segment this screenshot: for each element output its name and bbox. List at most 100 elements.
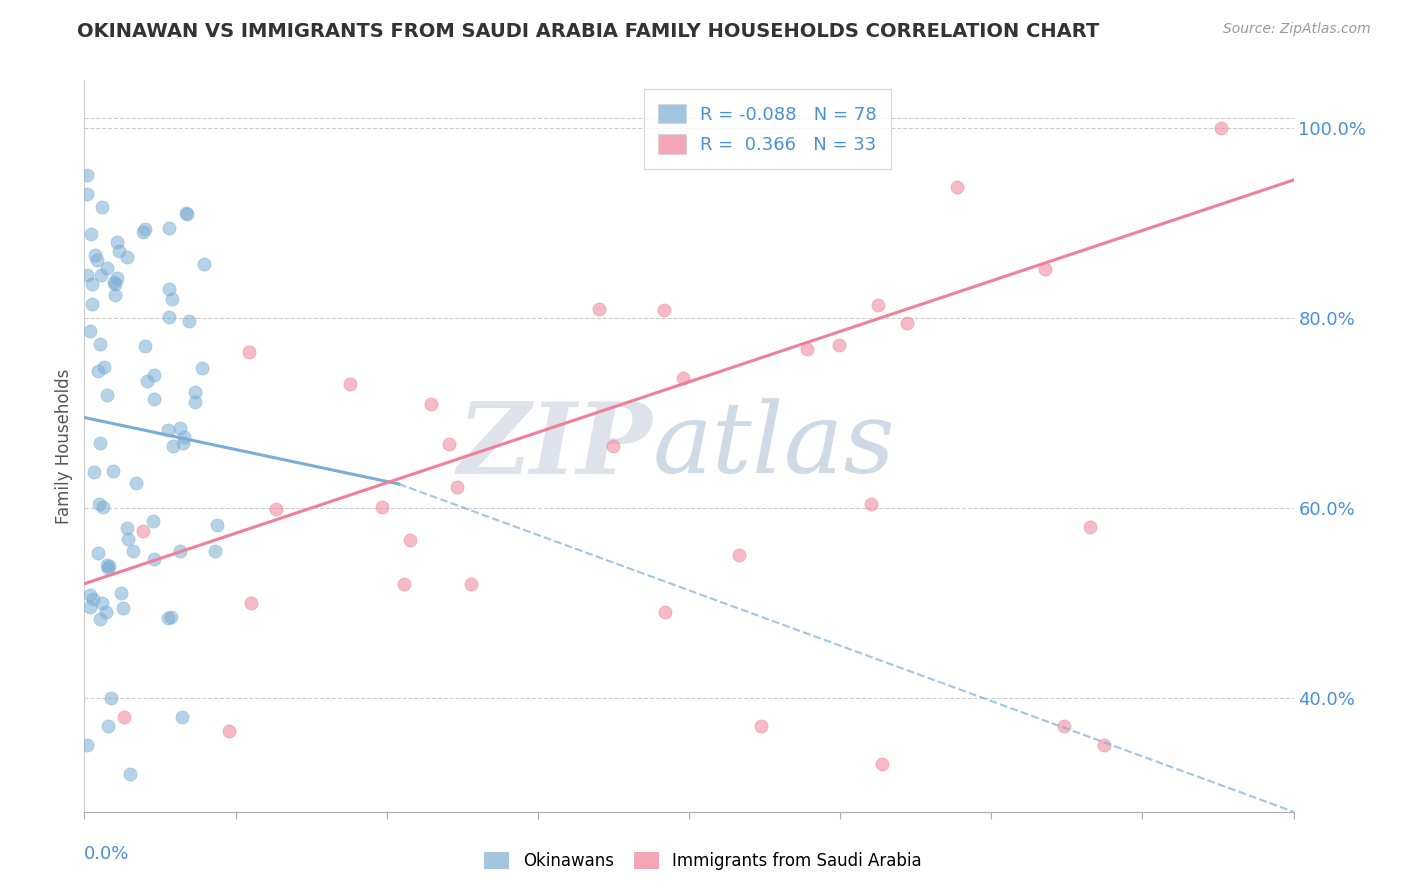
Point — [602, 439, 624, 453]
Point — [1080, 520, 1102, 534]
Point — [142, 552, 165, 566]
Legend: Okinawans, Immigrants from Saudi Arabia: Okinawans, Immigrants from Saudi Arabia — [478, 845, 928, 877]
Point — [125, 476, 148, 491]
Point — [83, 466, 105, 480]
Point — [446, 480, 468, 494]
Point — [339, 377, 361, 392]
Point — [89, 436, 111, 450]
Point — [100, 690, 122, 705]
Point — [90, 268, 112, 282]
Point — [205, 518, 228, 533]
Point — [371, 500, 394, 515]
Text: 0.0%: 0.0% — [84, 845, 129, 863]
Point — [105, 235, 128, 249]
Point — [872, 757, 894, 772]
Point — [946, 180, 969, 194]
Point — [796, 342, 818, 356]
Point — [588, 302, 610, 317]
Point — [142, 368, 165, 382]
Point — [191, 360, 214, 375]
Point — [82, 591, 104, 606]
Point — [172, 436, 194, 450]
Point — [169, 544, 191, 558]
Point — [240, 596, 263, 610]
Point — [76, 738, 98, 752]
Point — [671, 370, 693, 384]
Text: OKINAWAN VS IMMIGRANTS FROM SAUDI ARABIA FAMILY HOUSEHOLDS CORRELATION CHART: OKINAWAN VS IMMIGRANTS FROM SAUDI ARABIA… — [77, 22, 1099, 41]
Point — [174, 206, 197, 220]
Point — [135, 375, 157, 389]
Point — [87, 364, 110, 378]
Point — [89, 336, 111, 351]
Point — [134, 221, 156, 235]
Point — [264, 502, 287, 516]
Point — [97, 561, 120, 575]
Point — [218, 724, 240, 739]
Point — [204, 544, 226, 558]
Point — [392, 576, 415, 591]
Point — [79, 599, 101, 614]
Point — [193, 256, 215, 270]
Point — [1033, 261, 1056, 276]
Point — [238, 345, 260, 359]
Point — [96, 261, 118, 276]
Point — [93, 359, 115, 374]
Point — [143, 392, 166, 406]
Point — [79, 227, 101, 242]
Point — [83, 248, 105, 262]
Point — [103, 464, 125, 478]
Point — [96, 558, 118, 573]
Point — [97, 719, 120, 733]
Point — [94, 605, 117, 619]
Point — [859, 497, 882, 511]
Point — [1053, 719, 1076, 733]
Point — [172, 710, 194, 724]
Point — [727, 548, 749, 562]
Point — [76, 268, 98, 283]
Point — [169, 421, 191, 435]
Point — [80, 297, 103, 311]
Point — [117, 521, 139, 535]
Point — [87, 497, 110, 511]
Point — [184, 395, 207, 409]
Point — [419, 397, 441, 411]
Point — [868, 297, 890, 311]
Point — [111, 600, 134, 615]
Legend: R = -0.088   N = 78, R =  0.366   N = 33: R = -0.088 N = 78, R = 0.366 N = 33 — [644, 89, 891, 169]
Point — [96, 388, 118, 402]
Point — [93, 500, 115, 515]
Point — [1209, 120, 1232, 135]
Point — [80, 277, 103, 291]
Point — [751, 719, 773, 733]
Point — [76, 168, 98, 182]
Point — [157, 282, 180, 296]
Point — [104, 287, 127, 301]
Point — [177, 314, 200, 328]
Point — [157, 221, 180, 235]
Point — [134, 339, 156, 353]
Point — [87, 546, 110, 560]
Point — [157, 310, 180, 325]
Point — [79, 588, 101, 602]
Text: Source: ZipAtlas.com: Source: ZipAtlas.com — [1223, 22, 1371, 37]
Point — [122, 544, 145, 558]
Point — [91, 596, 114, 610]
Point — [97, 559, 120, 574]
Point — [460, 576, 482, 591]
Point — [79, 324, 101, 338]
Point — [1092, 738, 1115, 752]
Point — [112, 710, 135, 724]
Point — [437, 437, 460, 451]
Text: ZIP: ZIP — [458, 398, 652, 494]
Y-axis label: Family Households: Family Households — [55, 368, 73, 524]
Point — [108, 244, 131, 259]
Point — [176, 207, 198, 221]
Point — [162, 439, 184, 453]
Point — [173, 430, 195, 444]
Point — [103, 275, 125, 289]
Point — [132, 225, 155, 239]
Point — [654, 605, 676, 619]
Point — [896, 316, 918, 330]
Point — [156, 611, 179, 625]
Point — [76, 187, 98, 202]
